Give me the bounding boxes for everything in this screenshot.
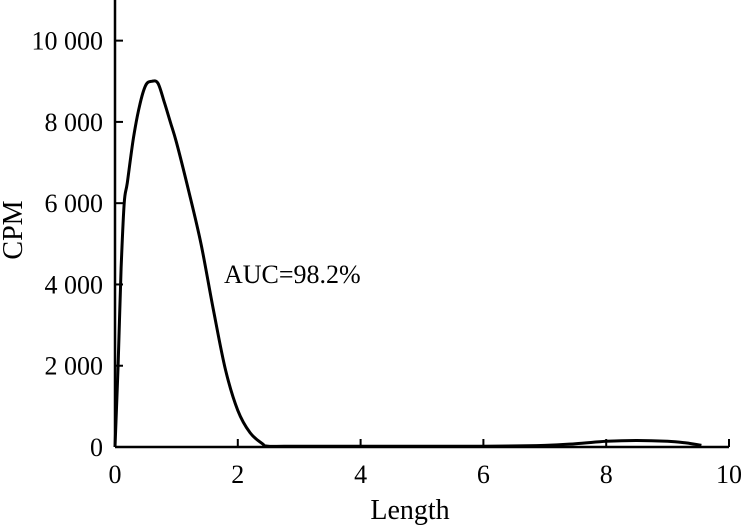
y-tick-label: 6 000 [45, 189, 104, 218]
y-axis-title: CPM [0, 200, 29, 259]
y-ticks: 0 2 000 4 000 6 000 8 000 10 000 [32, 27, 123, 462]
y-tick-label: 10 000 [32, 27, 104, 56]
y-tick-label: 0 [90, 433, 103, 462]
x-tick-label: 6 [477, 460, 490, 489]
y-tick-label: 4 000 [45, 270, 104, 299]
x-tick-label: 10 [716, 460, 742, 489]
x-axis-title: Length [370, 495, 449, 526]
y-tick-label: 8 000 [45, 108, 104, 137]
series-group [113, 79, 702, 448]
x-tick-label: 0 [109, 460, 122, 489]
cpm-curve [113, 79, 702, 448]
x-tick-label: 4 [354, 460, 367, 489]
axes [113, 0, 729, 449]
x-tick-label: 8 [600, 460, 613, 489]
y-tick-label: 2 000 [45, 352, 104, 381]
auc-annotation: AUC=98.2% [224, 260, 361, 289]
x-tick-label: 2 [231, 460, 244, 489]
